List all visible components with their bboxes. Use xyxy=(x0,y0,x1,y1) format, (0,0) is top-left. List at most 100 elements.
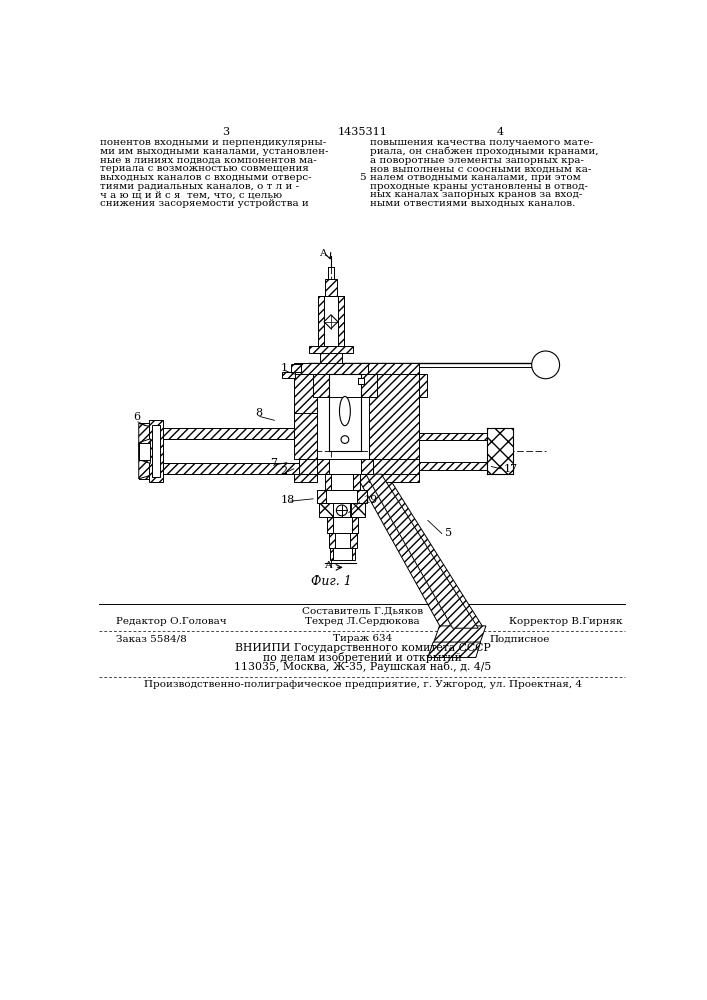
Text: а поворотные элементы запорных кра-: а поворотные элементы запорных кра- xyxy=(370,156,584,165)
Bar xyxy=(291,364,300,372)
Bar xyxy=(332,517,352,533)
Bar xyxy=(419,462,486,470)
Text: A: A xyxy=(324,561,332,570)
Bar xyxy=(327,517,358,533)
Bar xyxy=(329,374,361,397)
Bar xyxy=(152,463,299,474)
Text: 2: 2 xyxy=(281,466,288,476)
Text: 113035, Москва, Ж-35, Раушская наб., д. 4/5: 113035, Москва, Ж-35, Раушская наб., д. … xyxy=(234,661,491,672)
Bar xyxy=(139,423,154,430)
Text: 17: 17 xyxy=(504,464,518,474)
Text: ными отвестиями выходных каналов.: ными отвестиями выходных каналов. xyxy=(370,199,575,208)
Bar xyxy=(329,374,361,451)
Bar xyxy=(160,463,299,474)
Bar xyxy=(331,474,353,490)
Bar xyxy=(369,374,419,459)
Bar xyxy=(333,503,351,517)
Bar xyxy=(486,428,513,474)
Text: ные в линиях подвода компонентов ма-: ные в линиях подвода компонентов ма- xyxy=(100,156,317,165)
Text: по делам изобретений и открытий: по делам изобретений и открытий xyxy=(263,652,462,663)
Bar xyxy=(293,374,427,397)
Bar xyxy=(317,459,329,474)
Bar xyxy=(338,296,344,346)
Text: 3: 3 xyxy=(222,127,229,137)
Bar xyxy=(293,459,419,474)
Text: Корректор В.Гирняк: Корректор В.Гирняк xyxy=(509,617,623,626)
Bar xyxy=(139,473,154,479)
Text: 8: 8 xyxy=(255,408,262,418)
Text: Тираж 634: Тираж 634 xyxy=(333,634,392,643)
Bar xyxy=(369,459,419,482)
Text: выходных каналов с входными отверс-: выходных каналов с входными отверс- xyxy=(100,173,312,182)
Bar xyxy=(313,374,329,397)
Text: налем отводными каналами, при этом: налем отводными каналами, при этом xyxy=(370,173,580,182)
Bar xyxy=(152,428,299,439)
Bar xyxy=(139,423,154,479)
Bar xyxy=(139,430,154,473)
Bar xyxy=(419,440,486,462)
Text: проходные краны установлены в отвод-: проходные краны установлены в отвод- xyxy=(370,182,588,191)
Polygon shape xyxy=(356,474,484,628)
Polygon shape xyxy=(428,642,481,657)
Text: 1: 1 xyxy=(281,363,288,373)
Text: 7: 7 xyxy=(270,458,276,468)
Text: ных каналах запорных кранов за вход-: ных каналах запорных кранов за вход- xyxy=(370,190,582,199)
Bar xyxy=(351,503,365,517)
Bar xyxy=(368,363,419,374)
Bar xyxy=(333,548,352,560)
Text: Производственно-полиграфическое предприятие, г. Ужгород, ул. Проектная, 4: Производственно-полиграфическое предприя… xyxy=(144,680,582,689)
Bar xyxy=(361,459,373,474)
Bar xyxy=(327,490,357,503)
Text: Редактор О.Головач: Редактор О.Головач xyxy=(115,617,226,626)
Text: 18: 18 xyxy=(281,495,295,505)
Bar xyxy=(282,372,295,378)
Polygon shape xyxy=(366,474,478,628)
Text: A: A xyxy=(320,249,327,258)
Bar xyxy=(320,503,333,517)
Text: риала, он снабжен проходными кранами,: риала, он снабжен проходными кранами, xyxy=(370,147,598,156)
Bar xyxy=(160,428,299,439)
Bar xyxy=(317,296,344,346)
Bar xyxy=(317,296,324,346)
Bar xyxy=(139,423,154,430)
Text: Заказ 5584/8: Заказ 5584/8 xyxy=(115,634,186,643)
Circle shape xyxy=(341,436,349,443)
Bar xyxy=(358,378,364,384)
Circle shape xyxy=(337,505,347,516)
Bar xyxy=(293,363,368,374)
Bar xyxy=(309,346,353,353)
Text: Техред Л.Сердюкова: Техред Л.Сердюкова xyxy=(305,617,420,626)
Polygon shape xyxy=(293,413,317,459)
Text: териала с возможностью совмещения: териала с возможностью совмещения xyxy=(100,164,309,173)
Text: ВНИИПИ Государственного комитета СССР: ВНИИПИ Государственного комитета СССР xyxy=(235,643,491,653)
Polygon shape xyxy=(366,474,478,628)
Bar xyxy=(329,459,361,474)
Ellipse shape xyxy=(339,396,351,426)
Bar xyxy=(317,459,373,474)
Bar xyxy=(335,533,351,548)
Bar xyxy=(293,374,317,459)
Text: Подписное: Подписное xyxy=(490,634,550,643)
Bar xyxy=(325,279,337,296)
Text: ми им выходными каналами, установлен-: ми им выходными каналами, установлен- xyxy=(100,147,329,156)
Polygon shape xyxy=(139,423,154,479)
Text: 6: 6 xyxy=(134,412,141,422)
Bar xyxy=(313,374,377,397)
Text: 4: 4 xyxy=(497,127,504,137)
Bar xyxy=(152,425,160,477)
Text: 5: 5 xyxy=(359,173,366,182)
Bar xyxy=(139,443,151,460)
Circle shape xyxy=(532,351,559,379)
Bar xyxy=(317,296,344,346)
Polygon shape xyxy=(324,315,338,329)
Bar xyxy=(160,439,299,463)
Text: нов выполнены с соосными входным ка-: нов выполнены с соосными входным ка- xyxy=(370,164,591,173)
Bar xyxy=(361,374,377,397)
Bar xyxy=(329,533,356,548)
Text: повышения качества получаемого мате-: повышения качества получаемого мате- xyxy=(370,138,593,147)
Bar xyxy=(330,548,355,560)
Text: снижения засоряемости устройства и: снижения засоряемости устройства и xyxy=(100,199,309,208)
Bar xyxy=(325,474,360,490)
Text: Фиг. 1: Фиг. 1 xyxy=(310,575,351,588)
Bar xyxy=(419,433,486,440)
